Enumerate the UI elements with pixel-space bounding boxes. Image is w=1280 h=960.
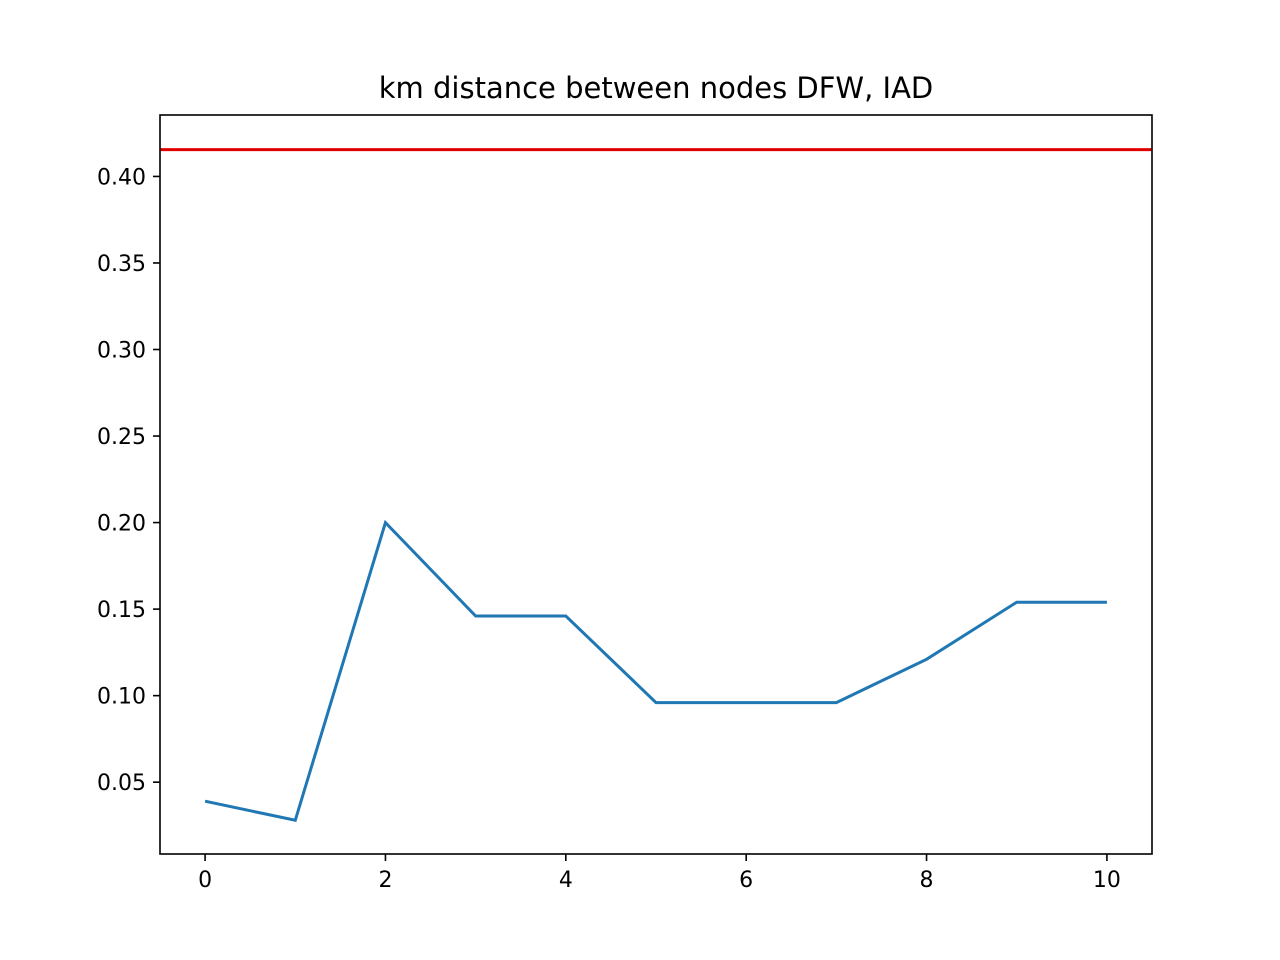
y-tick-label: 0.40 bbox=[97, 165, 146, 190]
plot-area bbox=[160, 148, 1152, 823]
series-line-0 bbox=[204, 519, 1107, 823]
x-tick-label: 8 bbox=[920, 868, 934, 893]
axes-frame bbox=[159, 114, 1153, 855]
y-tick-label: 0.35 bbox=[97, 252, 146, 277]
y-tick-label: 0.20 bbox=[97, 512, 146, 537]
x-tick-label: 2 bbox=[378, 868, 392, 893]
y-tick-label: 0.10 bbox=[97, 685, 146, 710]
chart-title: km distance between nodes DFW, IAD bbox=[379, 71, 934, 105]
y-tick-label: 0.15 bbox=[97, 598, 146, 623]
y-tick-label: 0.05 bbox=[97, 771, 146, 796]
y-tick-label: 0.25 bbox=[97, 425, 146, 450]
x-tick-label: 0 bbox=[198, 868, 212, 893]
y-tick-label: 0.30 bbox=[97, 339, 146, 364]
x-tick-label: 4 bbox=[559, 868, 573, 893]
x-tick-label: 10 bbox=[1093, 868, 1121, 893]
y-axis: 0.05 0.10 0.15 0.20 0.25 0.30 0.35 0.40 bbox=[97, 165, 160, 796]
x-tick-label: 6 bbox=[739, 868, 753, 893]
x-axis: 0 2 4 6 8 10 bbox=[198, 854, 1121, 893]
